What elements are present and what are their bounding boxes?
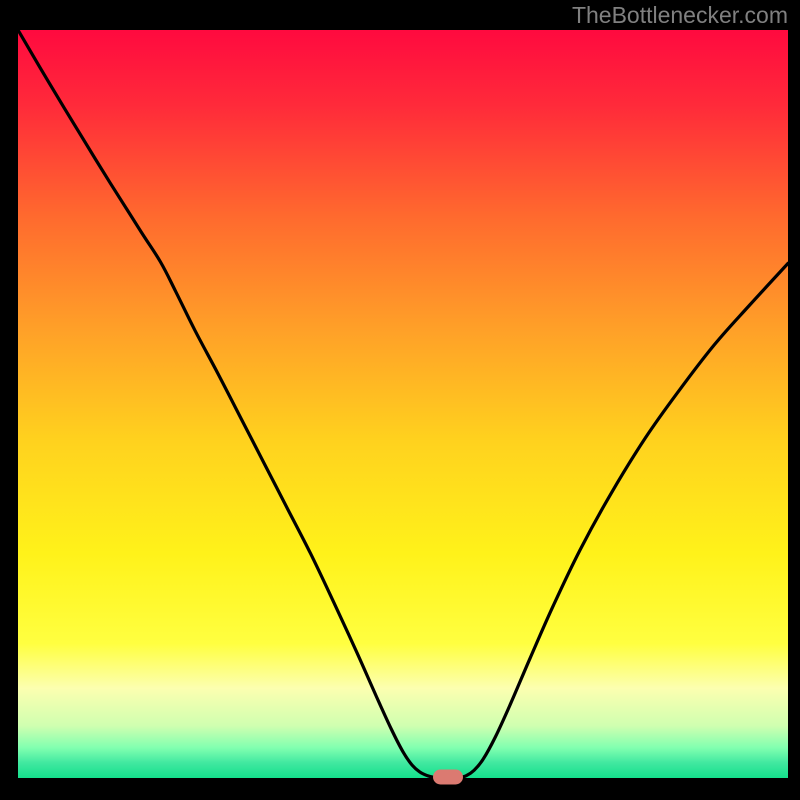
bottleneck-marker <box>433 769 463 784</box>
gradient-background <box>18 30 788 778</box>
chart-container: TheBottlenecker.com <box>0 0 800 800</box>
watermark-text: TheBottlenecker.com <box>572 2 788 29</box>
plot-area <box>18 30 788 778</box>
